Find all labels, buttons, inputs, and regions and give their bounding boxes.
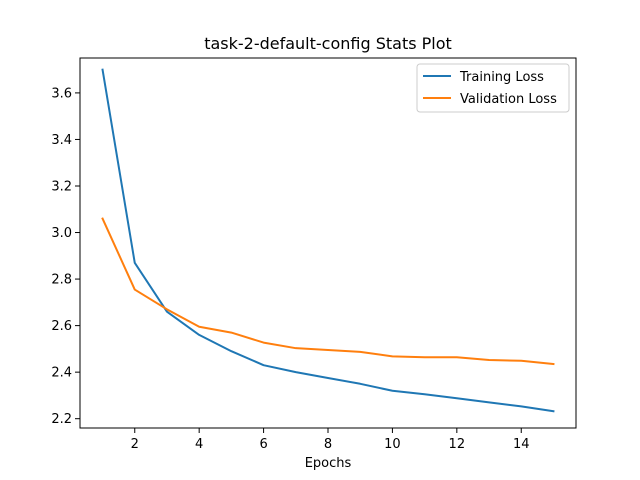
y-tick-label: 3.6 — [51, 86, 72, 101]
legend: Training Loss Validation Loss — [416, 63, 570, 113]
x-tick-label: 6 — [259, 437, 267, 452]
y-axis: 2.2 2.4 2.6 2.8 3.0 3.2 3.4 3.6 — [51, 86, 80, 427]
series-line-1 — [101, 217, 555, 366]
x-tick-label: 4 — [195, 437, 203, 452]
y-tick-label: 2.6 — [51, 319, 72, 334]
y-tick-label: 2.2 — [51, 412, 72, 427]
y-tick-label: 2.4 — [51, 366, 72, 381]
x-axis-label: Epochs — [305, 456, 352, 471]
legend-label-0: Training Loss — [459, 70, 544, 85]
y-tick-label: 3.0 — [51, 226, 72, 241]
x-tick-label: 10 — [384, 437, 401, 452]
x-tick-label: 14 — [513, 437, 530, 452]
y-tick-label: 3.2 — [51, 179, 72, 194]
chart-title: task-2-default-config Stats Plot — [204, 34, 452, 53]
x-axis: 2 4 6 8 10 12 14 — [131, 428, 530, 452]
plot-frame — [79, 57, 577, 429]
x-tick-label: 2 — [131, 437, 139, 452]
y-tick-label: 2.8 — [51, 273, 72, 288]
series-line-0 — [101, 68, 555, 413]
legend-label-1: Validation Loss — [460, 92, 557, 107]
x-tick-label: 8 — [324, 437, 332, 452]
y-tick-label: 3.4 — [51, 133, 72, 148]
legend-box — [416, 63, 570, 113]
plot-lines — [101, 68, 555, 413]
x-tick-label: 12 — [449, 437, 466, 452]
